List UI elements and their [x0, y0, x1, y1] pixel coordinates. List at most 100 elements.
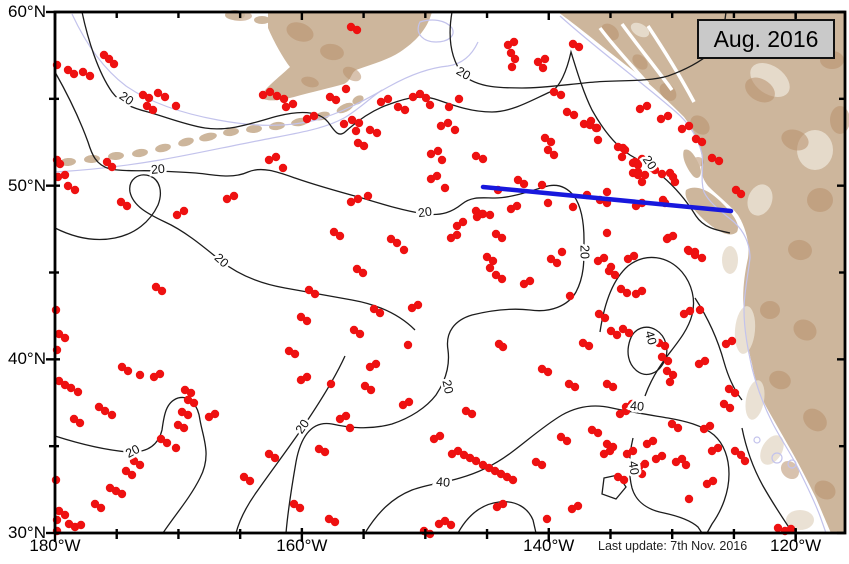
float-dot — [700, 356, 710, 366]
float-dot — [677, 124, 687, 134]
float-dot — [239, 472, 249, 482]
float-dot — [584, 341, 594, 351]
contour-line — [741, 427, 792, 534]
float-dot — [667, 419, 677, 429]
float-dot — [63, 181, 73, 191]
float-dot — [540, 54, 550, 64]
float-dot — [519, 179, 529, 189]
fjord-line — [620, 22, 674, 92]
float-dot — [633, 160, 643, 170]
float-dot — [773, 523, 783, 533]
float-dot — [376, 97, 386, 107]
float-dot — [647, 163, 657, 173]
float-dot — [345, 423, 355, 433]
float-dot — [210, 409, 220, 419]
float-dot — [593, 135, 603, 145]
float-dot — [506, 48, 516, 58]
float-dot — [727, 336, 737, 346]
float-dot — [616, 284, 626, 294]
float-dot — [637, 177, 647, 187]
float-dot — [570, 382, 580, 392]
island-outline — [787, 459, 797, 469]
float-dot — [568, 202, 578, 212]
float-dot — [565, 291, 575, 301]
float-dot — [60, 510, 70, 520]
float-dot — [179, 206, 189, 216]
float-dot — [229, 191, 239, 201]
float-dot — [594, 309, 604, 319]
float-dot — [708, 476, 718, 486]
float-dot — [302, 372, 312, 382]
float-dot — [450, 125, 460, 135]
float-dot — [117, 489, 127, 499]
shelf-outline — [559, 15, 827, 534]
float-dot — [622, 288, 632, 298]
land-north-america — [558, 12, 845, 533]
float-dot — [660, 341, 670, 351]
float-dot — [415, 89, 425, 99]
float-dot — [608, 442, 618, 452]
float-dot — [509, 37, 519, 47]
float-dot — [281, 102, 291, 112]
float-dot — [713, 443, 723, 453]
float-dot — [264, 449, 274, 459]
land-layer — [60, 10, 849, 533]
float-dot — [574, 42, 584, 52]
float-dot — [304, 285, 314, 295]
float-dot — [602, 228, 612, 238]
float-dot — [444, 102, 454, 112]
float-dot — [135, 370, 145, 380]
float-dot — [320, 447, 330, 457]
float-dot — [349, 325, 359, 335]
contour-label: 40 — [642, 329, 659, 346]
x-axis-label: 120°W — [770, 536, 822, 555]
float-dot — [552, 258, 562, 268]
float-dot — [346, 197, 356, 207]
float-dot — [619, 475, 629, 485]
float-dot — [54, 506, 64, 516]
float-dot — [458, 217, 468, 227]
float-dot — [135, 460, 145, 470]
float-dot — [433, 146, 443, 156]
float-dot — [375, 308, 385, 318]
date-label-box: Aug. 2016 — [697, 19, 835, 59]
float-dot — [602, 187, 612, 197]
float-dot — [730, 446, 740, 456]
float-dot — [714, 156, 724, 166]
float-dot — [400, 105, 410, 115]
float-dot — [697, 253, 707, 263]
fjord-line — [646, 25, 696, 103]
float-dot — [78, 67, 88, 77]
y-axis-label: 50°N — [8, 175, 46, 195]
float-dot — [289, 499, 299, 509]
float-dot — [569, 110, 579, 120]
float-dot — [258, 90, 268, 100]
ship-track-line — [480, 184, 734, 214]
float-dot — [556, 90, 566, 100]
float-dot — [684, 494, 694, 504]
float-dot — [665, 377, 675, 387]
float-dot — [60, 170, 70, 180]
float-dot — [354, 118, 364, 128]
float-dot — [637, 469, 647, 479]
float-dot — [351, 126, 361, 136]
float-dot — [73, 387, 83, 397]
float-dot — [640, 459, 650, 469]
float-dot — [485, 210, 495, 220]
float-dot — [642, 101, 652, 111]
float-dot — [681, 460, 691, 470]
float-dot — [341, 411, 351, 421]
float-dot — [360, 381, 370, 391]
float-dot — [510, 54, 520, 64]
float-dot — [75, 418, 85, 428]
float-dot — [55, 159, 65, 169]
float-dot — [264, 155, 274, 165]
float-dot — [491, 270, 501, 280]
float-dot — [670, 177, 680, 187]
float-dot — [363, 191, 373, 201]
float-dot — [562, 436, 572, 446]
float-dot — [695, 305, 705, 315]
float-dot — [393, 102, 403, 112]
